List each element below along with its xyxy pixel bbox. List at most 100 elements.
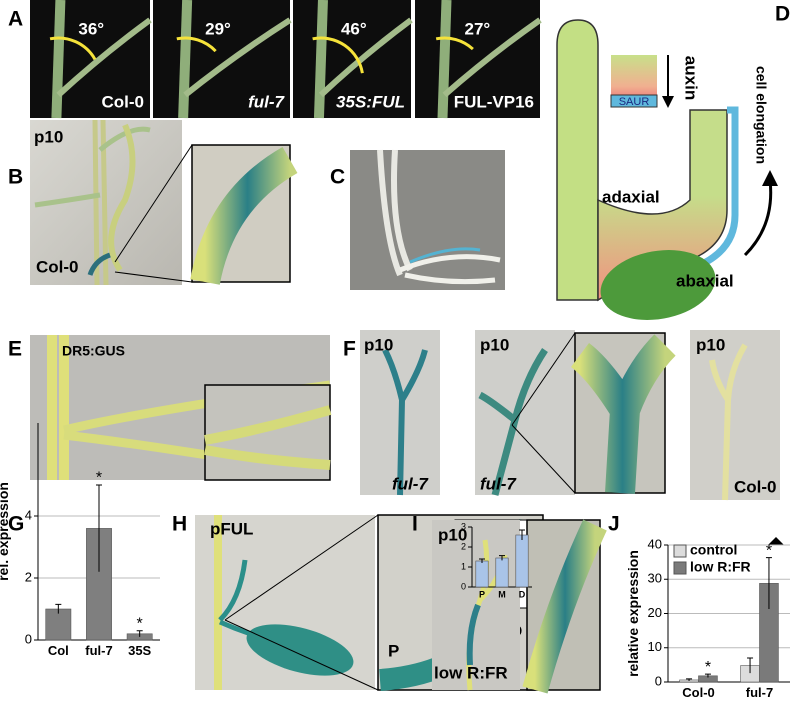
y-tick-label: 0 [25,631,32,646]
saur-box [610,94,658,108]
y-tick-label: 0 [461,581,466,591]
panel-label: C [330,166,345,189]
x-tick-label: Col-0 [682,685,715,700]
panel-label: B [8,166,23,189]
error-bar [519,529,525,540]
angle-arc [435,36,474,51]
adaxial-label: adaxial [602,187,660,206]
genotype: 35S:FUL [336,92,405,111]
branch [56,17,152,98]
branch [399,254,501,285]
y-tick-label: 0 [655,673,662,688]
significance: * [137,615,143,632]
stage: p10 [438,525,467,544]
charts: 0 2 4 Col ful-7 * 35S * rel. expression 0 1 2 3 P M D 0 1… [0,423,790,700]
y-tick-label: 30 [648,571,662,586]
angle-arc [49,36,97,61]
branch [108,123,136,272]
x-tick-label: Col [48,643,69,658]
error-bar [55,603,62,614]
legend-swatch [673,561,687,575]
stain [190,146,298,285]
x-tick-label: D [519,589,526,599]
error-bar [96,484,102,572]
significance: * [96,470,102,487]
y-tick-label: 20 [648,605,662,620]
genotype: Col-0 [36,257,79,276]
panel-i: I p10 low R:FR [412,513,607,694]
leaf [246,624,354,676]
legend-label: control [690,542,737,558]
error-bar [686,678,693,681]
x-tick-label: M [498,589,506,599]
cell-elongation-label: cell elongation [753,66,769,164]
arrowhead [662,96,674,108]
photo [30,0,150,118]
genotype: Col-0 [102,92,145,111]
stage: p10 [696,335,725,354]
panel-b: B p10 Col-0 [8,119,298,286]
branch [442,17,542,98]
error-bar [479,558,485,563]
auxin-label: auxin [682,56,701,100]
y-axis-label: relative expression [625,550,641,677]
error-bar [136,630,143,637]
x-tick-label: P [479,589,485,599]
zoom-line [114,144,193,263]
x-tick-label: ful-7 [746,685,773,700]
y-tick-label: 3 [461,521,466,531]
stain [570,334,676,494]
y-axis-label: rel. expression [0,482,11,581]
zoom-line [511,332,576,426]
angle-label: 29° [205,19,231,38]
stain [522,519,607,694]
panel-label: H [172,513,187,536]
condition: low R:FR [434,663,508,682]
photo [690,330,780,500]
zoom-line [224,619,379,691]
y-tick-label: 40 [648,536,662,551]
y-tick-label: 1 [461,561,466,571]
genotype: ful-7 [248,92,285,111]
panel-label: J [608,513,620,536]
stem [382,348,428,496]
arrowhead [762,170,778,186]
genotype: ful-7 [392,474,429,493]
stain [409,247,481,264]
photo [153,0,290,118]
stage: p10 [480,335,509,354]
y-tick-label: 4 [25,507,32,522]
photo [350,150,505,290]
stage: p10 [364,335,393,354]
panel-label: F [343,338,356,361]
angle-arc [176,36,217,53]
stem [178,0,193,119]
significance: * [766,542,772,559]
stem [437,0,452,119]
stain [87,252,111,276]
bar [45,608,72,641]
legend-swatch [673,544,687,558]
bar [475,560,489,588]
stem [556,19,599,301]
branch [204,405,332,470]
region: P [388,641,399,660]
branch [318,17,413,98]
panel-e: E DR5:GUS [8,335,332,481]
stem [47,335,69,480]
reporter: pFUL [210,519,253,538]
panel-d: D auxin SAUR cell elongation adaxial aba… [556,3,790,320]
bar [515,534,529,588]
angle-label: 46° [341,19,367,38]
arrow [743,179,773,257]
error-bar [499,555,505,561]
x-tick-label: 35S [128,643,151,658]
angle-arc [312,36,364,74]
error-bar [704,673,711,678]
zoom-line [224,514,379,621]
panel-f: F [343,330,780,501]
off-scale-arrow [768,537,784,545]
stage: p10 [34,127,63,146]
zoom-line [511,424,576,494]
